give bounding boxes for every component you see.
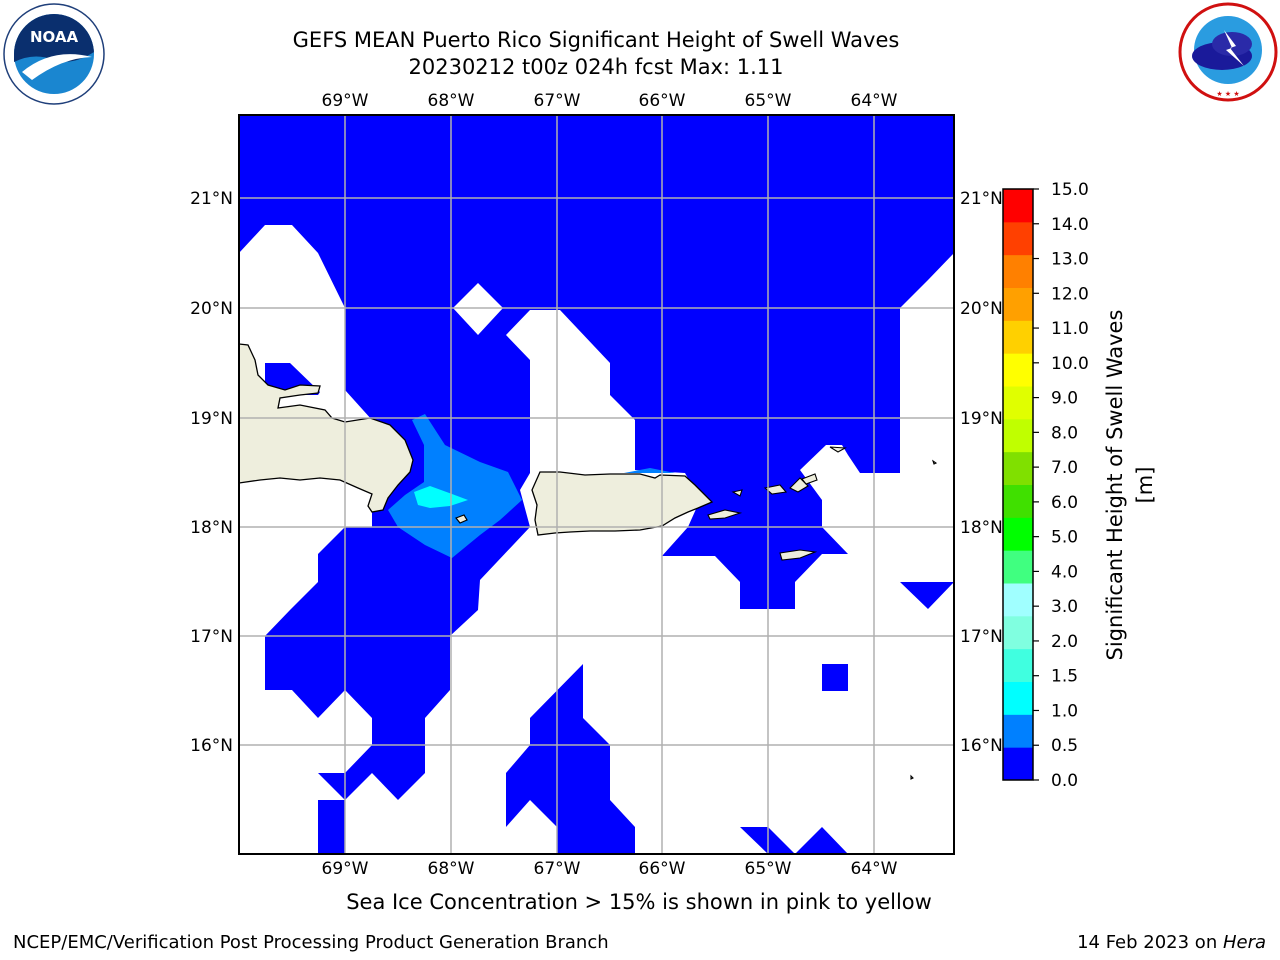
lat-tick-label: 17°N	[190, 627, 233, 647]
lon-tick-label: 64°W	[851, 91, 898, 111]
footer-machine: Hera	[1222, 932, 1266, 953]
lat-tick-label: 21°N	[190, 189, 233, 209]
land-virgin-islands	[707, 446, 938, 780]
lon-tick-label: 68°W	[428, 91, 475, 111]
sea-ice-note: Sea Ice Concentration > 15% is shown in …	[346, 890, 932, 914]
swell-contour-1.0-1.5	[414, 486, 468, 508]
colorbar-tick-label: 11.0	[1051, 319, 1089, 339]
lat-tick-label: 20°N	[190, 299, 233, 319]
colorbar-title: Significant Height of Swell Waves [m]	[1103, 309, 1157, 661]
colorbar-tick-label: 1.5	[1051, 667, 1078, 687]
colorbar-tick-label: 15.0	[1051, 180, 1089, 200]
lat-tick-label: 20°N	[960, 299, 1003, 319]
colorbar: 0.0 0.5 1.0 1.5 2.0 3.0 4.0 5.0 6.0 7.0 8.0 9.0 10.0…	[1002, 180, 1089, 791]
colorbar-segment	[1003, 221, 1033, 256]
land-mona-island	[455, 514, 468, 524]
lat-labels-right: 21°N 20°N 19°N 18°N 17°N 16°N	[960, 189, 1003, 756]
lon-labels-bottom: 69°W 68°W 67°W 66°W 65°W 64°W	[322, 859, 898, 879]
colorbar-tick-label: 3.0	[1051, 597, 1078, 617]
map-frame	[238, 114, 955, 855]
lon-tick-label: 69°W	[322, 859, 369, 879]
noaa-logo: NOAA	[3, 3, 105, 105]
lon-tick-label: 65°W	[745, 91, 792, 111]
lon-labels-top: 69°W 68°W 67°W 66°W 65°W 64°W	[322, 91, 898, 111]
graticule	[239, 115, 954, 854]
lat-labels-left: 21°N 20°N 19°N 18°N 17°N 16°N	[190, 189, 233, 756]
colorbar-segment	[1003, 583, 1033, 617]
footer-date-text: 14 Feb 2023 on	[1077, 932, 1223, 953]
land-puerto-rico	[531, 471, 714, 536]
footer-branch: NCEP/EMC/Verification Post Processing Pr…	[13, 932, 609, 953]
svg-text:★ ★ ★: ★ ★ ★	[1216, 90, 1239, 98]
colorbar-tick-label: 10.0	[1051, 354, 1089, 374]
lat-tick-label: 21°N	[960, 189, 1003, 209]
colorbar-segment	[1003, 681, 1033, 715]
lat-tick-label: 19°N	[190, 409, 233, 429]
colorbar-tick-label: 1.0	[1051, 701, 1078, 721]
swell-contour-0-0.5	[239, 115, 954, 854]
colorbar-tick-label: 0.5	[1051, 736, 1078, 756]
colorbar-segment	[1003, 254, 1033, 288]
lon-tick-label: 64°W	[851, 859, 898, 879]
lat-tick-label: 16°N	[190, 736, 233, 756]
colorbar-segment	[1003, 353, 1033, 387]
colorbar-tick-label: 4.0	[1051, 562, 1078, 582]
lat-tick-label: 17°N	[960, 627, 1003, 647]
chart-subtitle: 20230212 t00z 024h fcst Max: 1.11	[408, 55, 784, 79]
lon-tick-label: 68°W	[428, 859, 475, 879]
colorbar-segment	[1003, 320, 1033, 354]
colorbar-segment	[1003, 517, 1033, 551]
colorbar-tick-label: 7.0	[1051, 458, 1078, 478]
no-data-gap	[453, 283, 503, 335]
lat-tick-label: 16°N	[960, 736, 1003, 756]
colorbar-tick-label: 2.0	[1051, 632, 1078, 652]
colorbar-tick-label: 13.0	[1051, 250, 1089, 270]
colorbar-tick-label: 0.0	[1051, 771, 1078, 791]
colorbar-tick-label: 12.0	[1051, 284, 1089, 304]
footer-date: 14 Feb 2023 on Hera	[1077, 932, 1266, 953]
colorbar-segment	[1003, 550, 1033, 584]
colorbar-segment	[1003, 287, 1033, 321]
lon-tick-label: 69°W	[322, 91, 369, 111]
colorbar-segment	[1003, 418, 1033, 453]
lon-tick-label: 66°W	[639, 91, 686, 111]
colorbar-tick-label: 6.0	[1051, 493, 1078, 513]
colorbar-segment	[1003, 648, 1033, 682]
nws-logo: ★ ★ ★	[1178, 2, 1278, 102]
colorbar-segment	[1003, 189, 1033, 223]
lat-tick-label: 19°N	[960, 409, 1003, 429]
lon-tick-label: 67°W	[534, 859, 581, 879]
lon-tick-label: 66°W	[639, 859, 686, 879]
lon-tick-label: 67°W	[534, 91, 581, 111]
colorbar-segment	[1003, 386, 1033, 420]
lat-tick-label: 18°N	[960, 518, 1003, 538]
lon-tick-label: 65°W	[745, 859, 792, 879]
colorbar-segment	[1003, 615, 1033, 650]
colorbar-tick-label: 9.0	[1051, 389, 1078, 409]
colorbar-frame	[1002, 188, 1034, 781]
noaa-logo-text: NOAA	[30, 28, 79, 46]
colorbar-segment	[1003, 747, 1033, 781]
colorbar-segment	[1003, 714, 1033, 748]
colorbar-tick-label: 5.0	[1051, 528, 1078, 548]
colorbar-segment	[1003, 484, 1033, 518]
swell-contour-0.5-1.0	[388, 414, 522, 558]
chart-title: GEFS MEAN Puerto Rico Significant Height…	[292, 28, 900, 52]
colorbar-tick-label: 14.0	[1051, 215, 1089, 235]
land-hispaniola	[239, 343, 414, 513]
colorbar-tick-label: 8.0	[1051, 423, 1078, 443]
colorbar-segment	[1003, 451, 1033, 485]
lat-tick-label: 18°N	[190, 518, 233, 538]
